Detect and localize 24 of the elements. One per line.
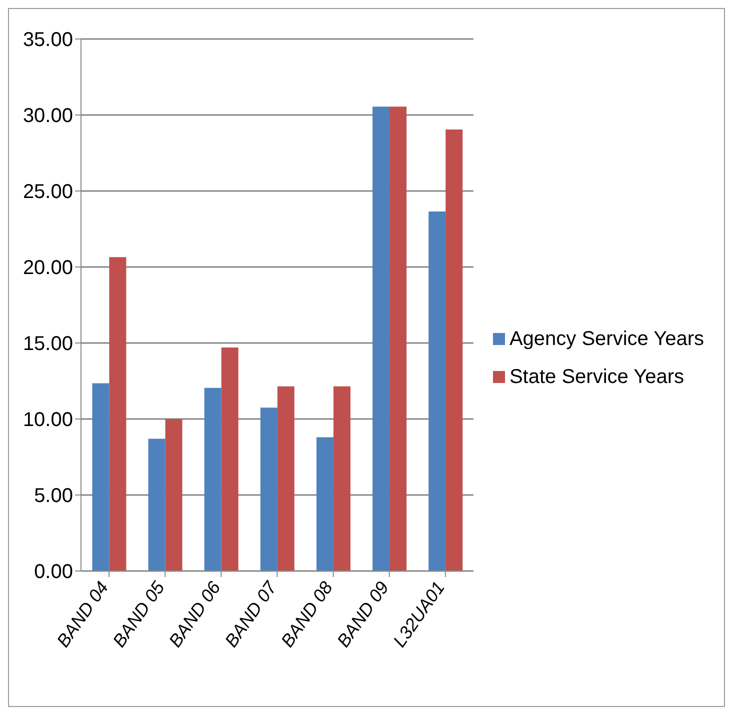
legend-label: State Service Years bbox=[509, 366, 684, 388]
y-tick-label: 10.00 bbox=[22, 409, 73, 432]
bar bbox=[333, 386, 350, 571]
bar bbox=[204, 388, 222, 571]
bar bbox=[316, 437, 334, 571]
y-tick-label: 35.00 bbox=[22, 29, 73, 52]
bar bbox=[92, 383, 110, 571]
y-tick-label: 30.00 bbox=[22, 105, 73, 128]
bar bbox=[277, 386, 294, 571]
bar bbox=[165, 419, 182, 571]
y-tick-label: 25.00 bbox=[22, 181, 73, 204]
y-tick-label: 20.00 bbox=[22, 257, 73, 280]
bar bbox=[109, 257, 126, 571]
bar bbox=[260, 408, 278, 571]
bar bbox=[221, 348, 238, 571]
bar bbox=[446, 129, 463, 571]
y-tick-label: 0.00 bbox=[34, 561, 73, 584]
bar bbox=[148, 438, 166, 571]
bar bbox=[428, 212, 446, 571]
bar bbox=[390, 106, 407, 571]
legend-label: Agency Service Years bbox=[509, 328, 704, 350]
bar bbox=[372, 106, 390, 571]
y-tick-label: 5.00 bbox=[34, 485, 73, 508]
y-tick-label: 15.00 bbox=[22, 333, 73, 356]
